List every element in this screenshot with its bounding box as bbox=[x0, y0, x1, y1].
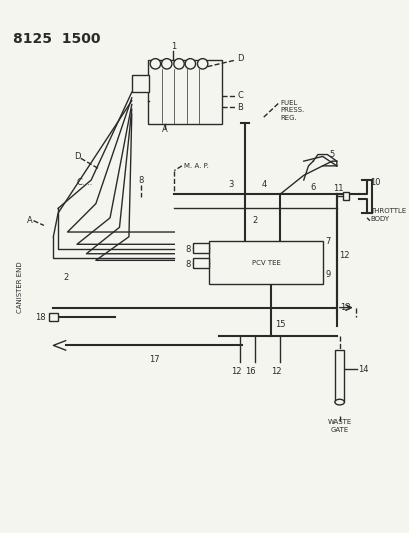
Bar bbox=[209, 241, 322, 284]
Text: 14: 14 bbox=[358, 365, 368, 374]
Text: 11: 11 bbox=[333, 184, 343, 193]
Text: 6: 6 bbox=[310, 183, 315, 192]
Text: B: B bbox=[237, 103, 243, 112]
Bar bbox=[148, 60, 221, 124]
Text: 12: 12 bbox=[338, 251, 348, 260]
Circle shape bbox=[185, 59, 195, 69]
Text: 16: 16 bbox=[245, 367, 256, 376]
Text: A: A bbox=[27, 216, 33, 225]
Text: 15: 15 bbox=[275, 320, 285, 329]
Text: 8125  1500: 8125 1500 bbox=[13, 31, 100, 46]
Bar bbox=[131, 75, 148, 92]
Ellipse shape bbox=[334, 399, 344, 405]
Text: 18: 18 bbox=[35, 312, 46, 321]
Text: D: D bbox=[74, 152, 80, 161]
Text: 8: 8 bbox=[184, 260, 190, 269]
Text: PCV TEE: PCV TEE bbox=[251, 260, 280, 266]
Text: WASTE
GATE: WASTE GATE bbox=[327, 419, 351, 433]
Text: A: A bbox=[162, 125, 167, 134]
Text: 8: 8 bbox=[184, 245, 190, 254]
Text: 1: 1 bbox=[170, 42, 175, 51]
Text: C....: C.... bbox=[77, 179, 93, 188]
Text: THROTTLE
BODY: THROTTLE BODY bbox=[369, 208, 405, 222]
Text: 17: 17 bbox=[149, 355, 160, 364]
Text: C: C bbox=[237, 92, 243, 100]
Text: 10: 10 bbox=[369, 179, 380, 188]
Text: 12: 12 bbox=[270, 367, 281, 376]
Text: 13: 13 bbox=[339, 303, 349, 312]
Text: M. A. P.: M. A. P. bbox=[183, 163, 208, 169]
Bar bbox=[193, 259, 209, 268]
Circle shape bbox=[150, 59, 160, 69]
Circle shape bbox=[197, 59, 207, 69]
Bar bbox=[49, 313, 58, 321]
Text: 2: 2 bbox=[252, 216, 256, 225]
Text: 9: 9 bbox=[325, 270, 330, 279]
Text: D: D bbox=[237, 54, 243, 63]
Text: 3: 3 bbox=[228, 180, 233, 189]
Text: 7: 7 bbox=[325, 237, 330, 246]
Text: 2: 2 bbox=[63, 273, 68, 282]
Bar bbox=[343, 192, 348, 200]
Text: 5: 5 bbox=[328, 150, 334, 159]
Circle shape bbox=[161, 59, 171, 69]
Text: 12: 12 bbox=[231, 367, 241, 376]
Text: 8: 8 bbox=[138, 175, 144, 184]
Bar bbox=[334, 350, 344, 402]
Text: CANISTER END: CANISTER END bbox=[17, 261, 23, 313]
Text: FUEL
PRESS.
REG.: FUEL PRESS. REG. bbox=[279, 100, 303, 121]
Circle shape bbox=[173, 59, 184, 69]
Text: 4: 4 bbox=[261, 180, 266, 189]
Bar bbox=[193, 244, 209, 253]
